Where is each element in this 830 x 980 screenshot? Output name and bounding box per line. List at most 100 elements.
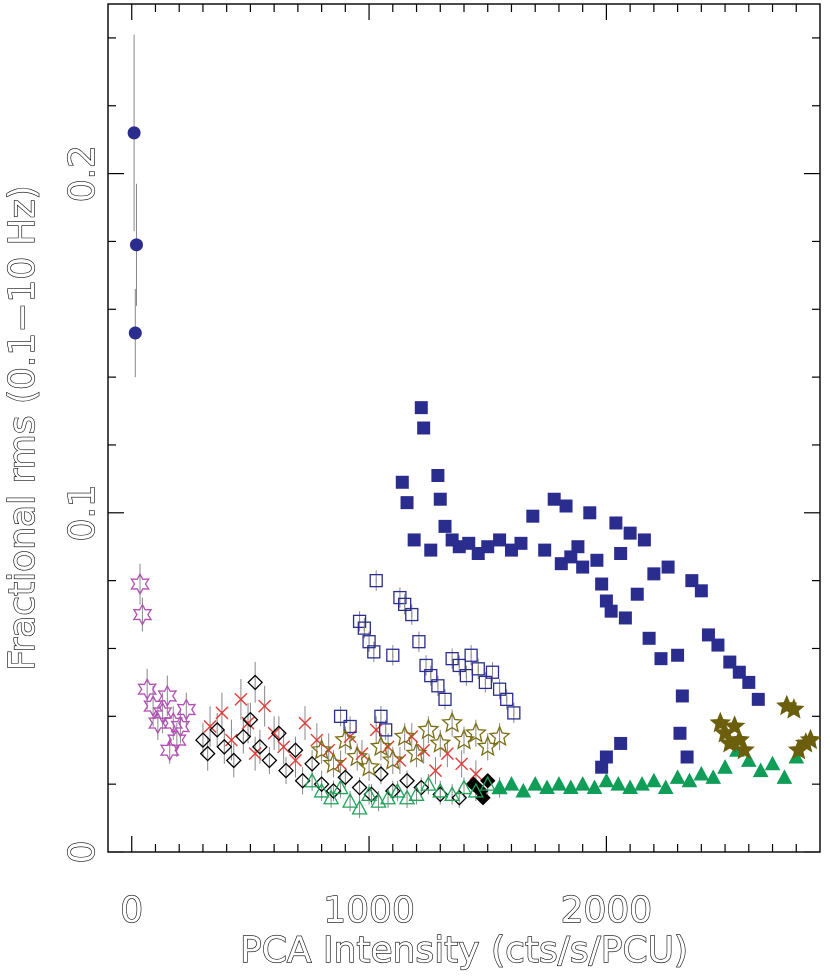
data-point	[452, 658, 466, 673]
data-point	[225, 752, 242, 769]
data-point	[438, 519, 452, 533]
data-point	[462, 536, 476, 550]
data-point	[369, 573, 383, 588]
data-point	[251, 738, 268, 755]
data-point	[248, 747, 262, 761]
data-point	[471, 662, 485, 676]
data-point	[199, 745, 216, 762]
data-points	[127, 126, 822, 815]
data-point	[405, 607, 419, 622]
data-point	[346, 745, 369, 767]
x-axis-title: PCA Intensity (cts/s/PCU)	[240, 930, 688, 971]
data-point	[445, 652, 459, 666]
data-point	[332, 779, 349, 795]
data-point	[374, 709, 388, 723]
x-tick-label: 1000	[323, 890, 415, 931]
data-point	[267, 726, 281, 740]
data-point	[609, 516, 623, 530]
data-point	[671, 648, 685, 662]
y-axis-title: Fractional rms (0.1−10 Hz)	[2, 185, 43, 670]
data-point	[783, 698, 805, 719]
data-point	[304, 772, 321, 788]
data-point	[424, 668, 438, 683]
data-point	[694, 584, 708, 598]
data-point	[752, 762, 769, 778]
data-point	[681, 772, 698, 788]
data-point	[595, 577, 609, 591]
data-point	[478, 675, 493, 690]
data-point	[389, 782, 406, 798]
data-point	[157, 684, 178, 708]
data-point	[419, 658, 433, 673]
data-point	[711, 638, 725, 652]
data-point	[195, 732, 211, 748]
data-point	[564, 550, 578, 564]
tick-marks	[108, 4, 820, 853]
data-point	[539, 779, 555, 795]
data-point	[137, 677, 158, 701]
data-point	[384, 783, 401, 799]
data-point	[467, 782, 484, 798]
data-point	[288, 753, 302, 767]
data-point	[751, 692, 765, 706]
data-point	[408, 785, 425, 801]
data-point	[515, 782, 532, 798]
data-point	[159, 738, 180, 762]
data-point	[680, 750, 694, 764]
data-point	[287, 742, 304, 759]
data-point	[373, 766, 389, 782]
data-point	[491, 779, 508, 795]
data-point	[647, 567, 661, 581]
data-point	[610, 776, 627, 791]
data-point	[595, 760, 609, 774]
data-point	[574, 776, 591, 791]
data-point	[464, 648, 478, 662]
data-point	[459, 668, 474, 683]
data-point	[399, 772, 415, 789]
data-point	[481, 540, 495, 554]
data-point	[576, 560, 590, 574]
data-point	[413, 779, 430, 796]
data-point	[685, 574, 699, 588]
data-point	[242, 711, 259, 728]
data-point	[583, 506, 597, 520]
data-point	[381, 748, 404, 770]
data-point	[352, 614, 367, 628]
data-point	[216, 738, 233, 755]
data-point	[277, 740, 291, 754]
tick-labels: 0 1000 2000 0 0.1 0.2	[61, 144, 652, 931]
data-point	[310, 738, 333, 760]
data-point	[343, 719, 357, 734]
data-point	[357, 755, 381, 777]
data-point	[444, 785, 461, 801]
data-point	[547, 492, 561, 506]
data-point	[431, 468, 445, 482]
data-point	[623, 526, 637, 540]
data-point	[614, 736, 628, 750]
data-point	[559, 499, 573, 513]
data-point	[675, 689, 689, 703]
data-point	[417, 718, 440, 740]
data-point	[170, 715, 191, 738]
data-point	[393, 725, 416, 747]
data-point	[451, 789, 468, 806]
data-point	[132, 603, 153, 627]
data-point	[590, 553, 604, 567]
data-point	[414, 401, 428, 415]
y-tick-label: 0	[62, 841, 103, 864]
data-point	[479, 775, 496, 791]
data-point	[661, 560, 675, 574]
data-point	[717, 759, 733, 774]
data-point	[500, 692, 514, 707]
data-point	[224, 733, 238, 747]
data-point	[313, 782, 330, 798]
data-point	[127, 126, 141, 140]
data-point	[323, 789, 340, 805]
data-point	[455, 779, 473, 795]
data-point	[417, 421, 431, 435]
error-bars	[133, 34, 515, 819]
data-point	[176, 698, 197, 721]
data-point	[493, 533, 507, 547]
data-point	[551, 776, 567, 791]
data-point	[654, 652, 668, 666]
